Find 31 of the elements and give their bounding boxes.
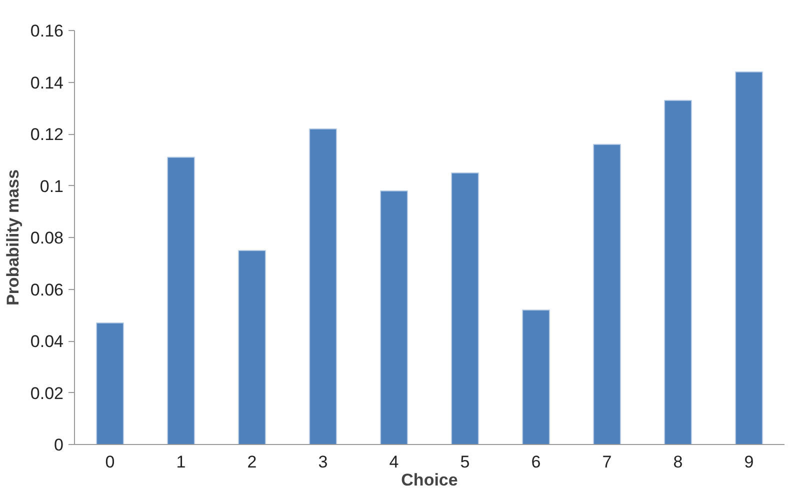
bar [96,322,124,444]
x-tick-label: 9 [744,452,754,472]
x-tick-label: 4 [389,452,399,472]
x-tick-label: 7 [602,452,612,472]
bar [735,71,763,444]
bar [238,250,266,444]
x-tick-label: 8 [673,452,683,472]
bar [593,144,621,444]
y-tick-label: 0.1 [40,176,64,196]
y-tick-label: 0.08 [30,228,64,248]
y-tick-label: 0.06 [30,280,64,300]
y-tick-label: 0.12 [30,125,64,144]
x-tick-label: 1 [176,452,186,472]
bar [664,100,692,444]
y-axis-title: Probability mass [3,169,22,306]
x-axis-title: Choice [401,470,458,490]
bar [451,172,479,444]
y-tick-label: 0.16 [30,22,64,40]
x-tick-label: 6 [531,452,541,472]
y-tick-label: 0.02 [30,384,64,403]
x-tick-label: 3 [318,452,328,472]
bar [167,156,195,444]
bar [522,309,550,444]
y-tick-label: 0.14 [30,73,64,92]
x-tick-label: 5 [460,452,470,472]
bar [380,190,408,444]
y-tick-label: 0.04 [30,332,64,351]
x-tick-label: 0 [105,452,115,472]
bar [309,128,337,444]
y-tick-label: 0 [54,436,64,454]
x-tick-label: 2 [247,452,257,472]
